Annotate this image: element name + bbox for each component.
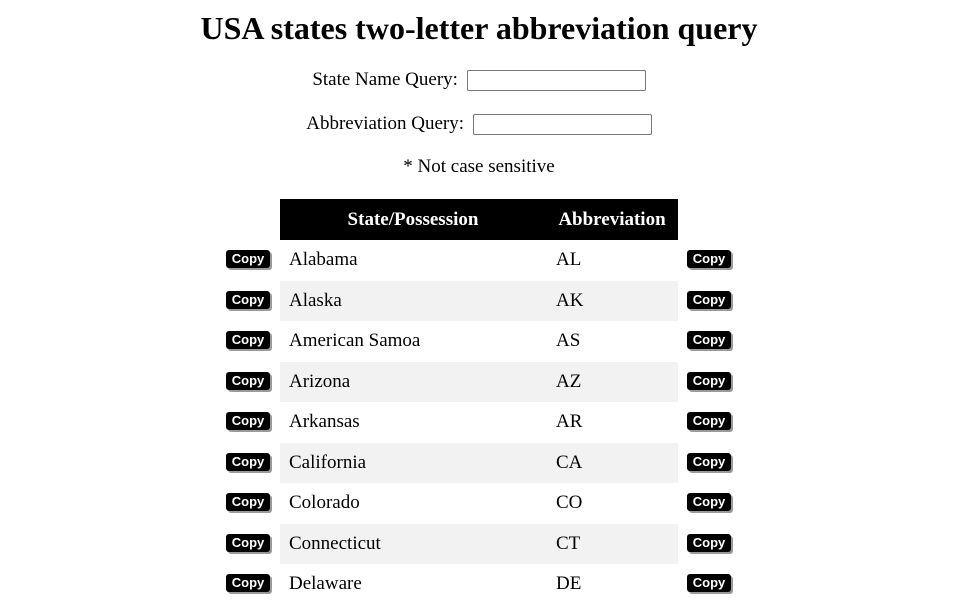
table-row: Colorado CO: [280, 483, 678, 524]
table-row: Alabama AL: [280, 240, 678, 281]
header-state-possession: State/Possession: [280, 199, 546, 240]
abbreviation-cell: AS: [556, 330, 581, 352]
copy-abbreviation-button[interactable]: Copy: [687, 250, 731, 268]
table-row: American Samoa AS: [280, 321, 678, 362]
table-row: Arizona AZ: [280, 361, 678, 402]
table-row: Alaska AK: [280, 280, 678, 321]
copy-abbreviation-button[interactable]: Copy: [687, 331, 731, 349]
abbreviation-cell: AR: [556, 411, 583, 433]
abbreviation-query-row: Abbreviation Query:: [0, 112, 958, 136]
copy-abbreviation-button[interactable]: Copy: [687, 452, 731, 471]
copy-state-button[interactable]: Copy: [226, 493, 270, 511]
state-name-cell: Arkansas: [289, 411, 360, 433]
table-row: Connecticut CT: [280, 523, 678, 564]
abbreviation-cell: CO: [556, 492, 583, 514]
copy-abbreviation-button[interactable]: Copy: [687, 493, 731, 511]
state-name-query-row: State Name Query:: [0, 68, 958, 92]
copy-state-button[interactable]: Copy: [226, 290, 270, 309]
copy-abbreviation-button[interactable]: Copy: [687, 371, 731, 390]
state-name-cell: Colorado: [289, 492, 360, 514]
copy-state-button[interactable]: Copy: [226, 331, 270, 349]
table-header-row: State/Possession Abbreviation: [280, 199, 678, 240]
header-abbreviation: Abbreviation: [546, 199, 678, 240]
copy-state-button[interactable]: Copy: [226, 412, 270, 430]
copy-abbreviation-button[interactable]: Copy: [687, 533, 731, 552]
abbreviation-cell: AK: [546, 280, 678, 321]
page-title: USA states two-letter abbreviation query: [200, 10, 758, 46]
state-name-cell: California: [280, 442, 546, 483]
state-name-cell: Arizona: [280, 361, 546, 402]
state-name-query-input[interactable]: [466, 70, 646, 92]
copy-state-button[interactable]: Copy: [226, 371, 270, 390]
state-name-cell: Alaska: [280, 280, 546, 321]
copy-abbreviation-button[interactable]: Copy: [687, 574, 731, 592]
states-table: State/Possession Abbreviation Alabama AL A…: [280, 199, 678, 605]
abbreviation-query-input[interactable]: [472, 114, 652, 136]
table-row: Delaware DE: [280, 564, 678, 605]
state-name-cell: American Samoa: [289, 330, 421, 352]
table-row: Arkansas AR: [280, 402, 678, 443]
copy-state-button[interactable]: Copy: [226, 574, 270, 592]
state-name-cell: Alabama: [289, 249, 358, 271]
copy-abbreviation-button[interactable]: Copy: [687, 290, 731, 309]
copy-abbreviation-button[interactable]: Copy: [687, 412, 731, 430]
table-row: California CA: [280, 442, 678, 483]
copy-state-button[interactable]: Copy: [226, 250, 270, 268]
abbreviation-cell: CA: [546, 442, 678, 483]
case-sensitivity-note: * Not case sensitive: [403, 156, 555, 177]
abbreviation-cell: AZ: [546, 361, 678, 402]
copy-state-button[interactable]: Copy: [226, 533, 270, 552]
state-name-cell: Connecticut: [280, 523, 546, 564]
state-name-query-label: State Name Query:: [312, 69, 458, 90]
abbreviation-cell: AL: [556, 249, 582, 271]
abbreviation-cell: CT: [546, 523, 678, 564]
abbreviation-query-label: Abbreviation Query:: [306, 113, 464, 134]
state-name-cell: Delaware: [289, 573, 362, 595]
copy-state-button[interactable]: Copy: [226, 452, 270, 471]
abbreviation-cell: DE: [556, 573, 582, 595]
